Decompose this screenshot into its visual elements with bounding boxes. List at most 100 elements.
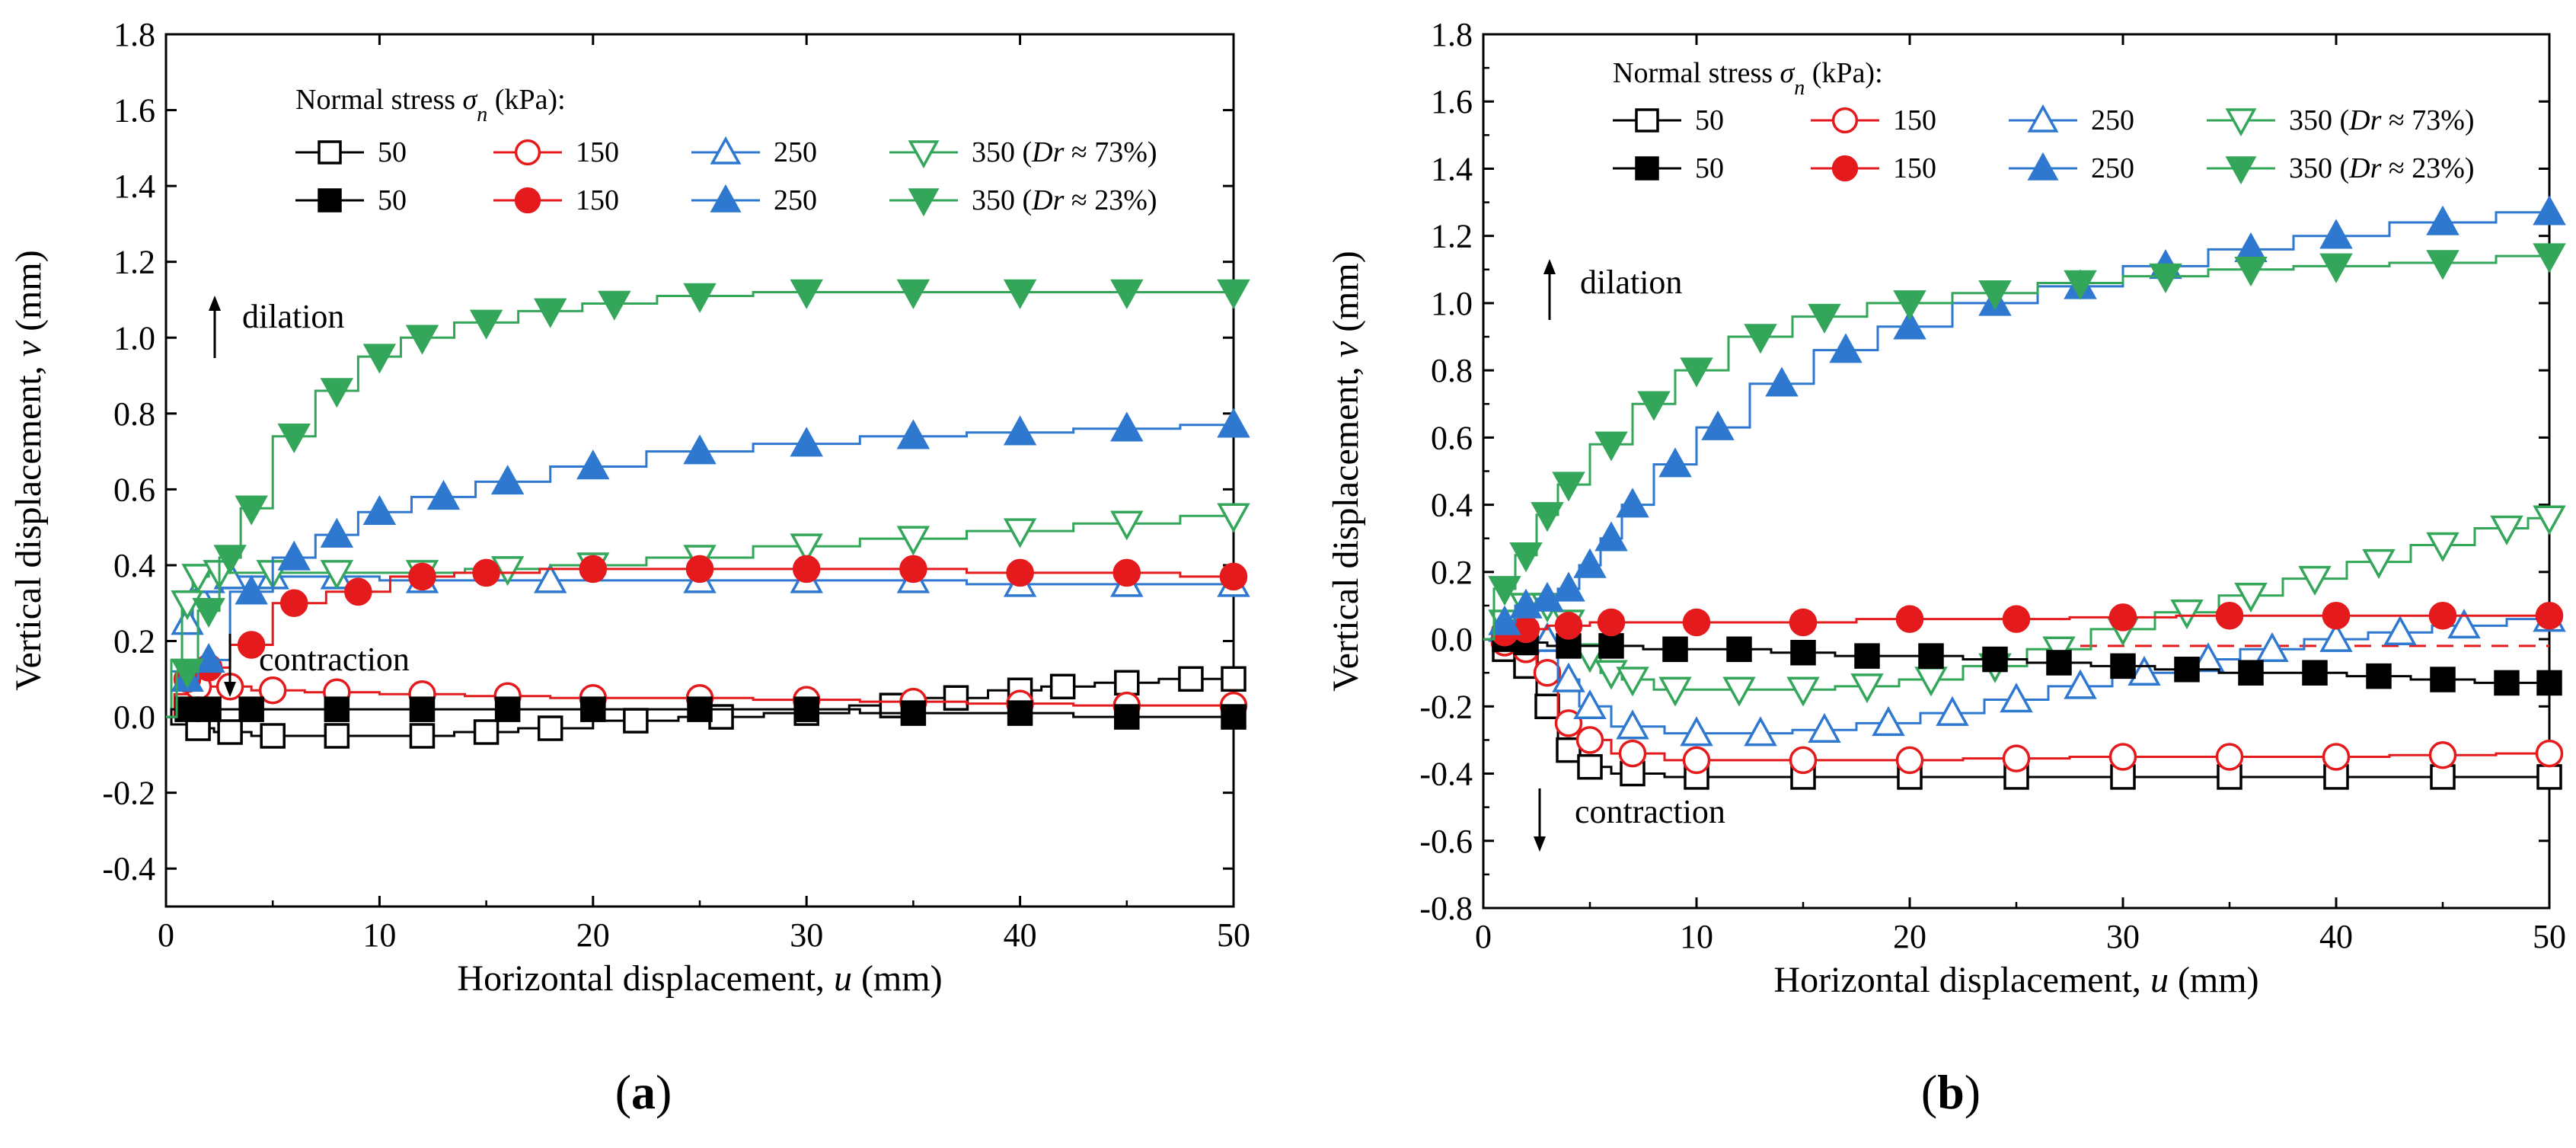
data-point [426,479,461,510]
legend-label: 350 (Dr ≈ 23%) [972,184,1157,216]
x-axis-label-text: Horizontal displacement, [457,958,834,999]
data-point [1618,739,1647,768]
data-point [1680,716,1713,747]
data-point [1790,639,1816,666]
data-point [2535,601,2564,630]
data-point [2447,609,2481,639]
legend-suffix-open: ( [1015,136,1032,168]
data-point [409,696,436,722]
series-line [1483,618,2549,735]
data-point [2319,622,2353,652]
legend-item: 50 [1613,152,1724,184]
legend-marker [514,139,541,166]
chart-panel-b: 0 10 20 30 40 50 -0.8 -0.6 -0.4 -0.2 0.0 0.2 0.4 0.6 0… [1326,16,2566,1119]
legend-title: Normal stress σn (kPa): [1613,57,1883,100]
data-point [217,719,243,745]
legend-suffix-dr: Dr [2348,104,2381,136]
data-point [1786,676,1820,707]
x-tick-label: 40 [2319,918,2353,955]
legend-label: 250 [2091,152,2134,184]
data-point [174,696,200,722]
legend-label-text: 150 [1893,152,1936,184]
legend-label: 50 [378,136,407,168]
data-point [235,574,268,605]
data-point [2149,263,2182,293]
legend-item: 350 (Dr ≈ 23%) [889,184,1157,217]
data-point [2319,253,2353,283]
data-point [2000,683,2033,713]
legend-suffix-rest: ≈ 23%) [1064,184,1157,216]
legend-label: 350 (Dr ≈ 23%) [2289,152,2475,184]
y-tick-label: 1.4 [113,168,155,205]
legend-marker [2225,156,2257,185]
data-point [2490,515,2523,545]
data-point [1114,704,1140,730]
data-point [576,449,610,480]
data-point [2494,670,2520,696]
data-point [1552,662,1585,692]
data-point [279,589,308,617]
y-tick-label: -0.8 [1419,890,1473,927]
data-point [213,545,247,575]
legend-marker [1635,108,1659,133]
data-point [1488,576,1521,606]
contraction-label: contraction [259,641,410,678]
data-point [1978,280,2012,311]
panel-label: (b) [1921,1065,1981,1119]
legend-label: 150 [576,184,619,216]
data-point [1217,503,1250,533]
data-point [1110,279,1144,309]
legend-item: 250 [2009,104,2134,136]
data-point [472,558,500,587]
legend-item: 150 [1811,104,1936,136]
data-point [1893,290,1926,321]
data-point [1829,333,1863,363]
y-tick-label: 1.0 [1431,285,1473,322]
data-point [1597,608,1626,637]
y-axis-label-var: v [8,340,49,357]
y-tick-label: 0.0 [113,699,155,736]
y-tick-label: 0.8 [113,395,155,433]
legend-title-unit: (kPa): [487,84,565,116]
data-point [277,540,311,571]
x-tick-label: 50 [2533,918,2566,955]
data-point [1616,488,1649,518]
data-point [2215,601,2244,630]
y-tick-label: 0.4 [113,547,155,584]
y-tick-label: -0.6 [1419,823,1473,860]
data-point [2536,764,2562,790]
legend-item: 150 [493,184,619,216]
y-tick-label: -0.4 [1419,756,1473,793]
data-point [320,560,354,590]
x-tick-label: 40 [1004,916,1037,954]
legend-marker [1635,156,1659,181]
data-point [896,419,930,449]
panel-label-open: ( [1921,1065,1937,1119]
legend-label-text: 250 [774,184,817,216]
y-axis-label-unit: (mm) [8,250,49,341]
data-point [235,495,268,526]
y-tick-label: 0.6 [1431,419,1473,456]
data-point [2428,601,2457,630]
legend-item: 350 (Dr ≈ 73%) [2207,104,2475,137]
legend-suffix-open: ( [2332,104,2349,136]
legend-suffix-dr: Dr [1031,184,1064,216]
data-point [2536,670,2562,696]
data-point [1598,633,1624,659]
data-point [473,719,500,745]
data-point [1219,562,1248,591]
data-point [405,325,439,355]
data-point [1701,410,1735,440]
data-point [943,685,969,711]
data-point [2533,195,2566,225]
data-point [2215,743,2244,771]
data-point [1178,666,1204,692]
legend-label-text: 250 [2091,152,2134,184]
data-point [1577,753,1603,780]
series-350-loose [166,279,1250,718]
data-point [2366,663,2392,689]
data-point [258,676,287,705]
data-point [1554,612,1583,640]
legend-label: 250 [774,136,817,168]
